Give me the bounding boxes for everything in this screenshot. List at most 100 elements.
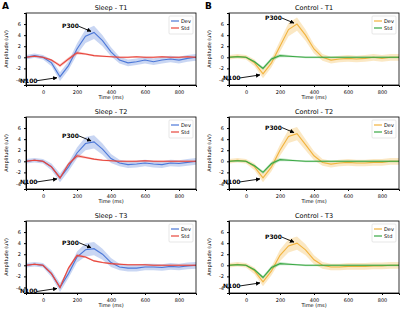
tick-label: -2 [219, 273, 224, 279]
x-axis-title: Time (ms) [97, 198, 123, 204]
legend-swatch [171, 235, 179, 236]
annotation-arrow [240, 179, 260, 182]
tick: 800 [175, 293, 185, 303]
axis-line [230, 86, 400, 88]
legend-label: Std [181, 25, 189, 31]
tick-label: 200 [276, 297, 286, 303]
frame [26, 13, 196, 85]
tick-label: 4 [18, 32, 21, 38]
tick-label: 4 [221, 136, 224, 142]
tick-label: -2 [16, 65, 21, 71]
series-line [229, 243, 399, 282]
frame [26, 117, 196, 189]
tick: 0 [18, 262, 26, 268]
tick: 4 [221, 136, 229, 142]
tick: 2 [18, 251, 26, 257]
tick: 0 [42, 293, 45, 303]
panel: 0200400600800-4-20246Sleep - T2Time (ms)… [3, 108, 197, 204]
panel: 0200400600800-4-20246Control - T3Time (m… [206, 212, 400, 308]
series-line [26, 255, 196, 287]
tick-label: 800 [378, 193, 388, 199]
tick: 6 [221, 125, 229, 131]
panel: 0200400600800-4-20246Sleep - T3Time (ms)… [3, 212, 197, 308]
tick: 600 [344, 85, 354, 95]
tick: -2 [219, 169, 229, 175]
panel: 0200400600800-4-20246Control - T1Time (m… [206, 4, 400, 100]
legend-swatch [374, 27, 382, 28]
tick: 0 [245, 85, 248, 95]
tick: 200 [73, 293, 83, 303]
plot-area [26, 135, 196, 182]
annotation-arrow [37, 288, 57, 291]
x-axis-title: Time (ms) [97, 94, 123, 100]
legend-box [372, 224, 396, 242]
frame [229, 221, 399, 293]
annotation: N100 [223, 282, 241, 289]
legend: DevStd [169, 224, 193, 242]
tick-label: 0 [221, 262, 224, 268]
annotation-arrow [79, 136, 91, 141]
y-axis-title: Amplitude (uV) [206, 238, 213, 276]
tick-label: 600 [141, 297, 151, 303]
tick-label: 0 [221, 54, 224, 60]
annotation-arrow [37, 179, 57, 182]
frame [229, 13, 399, 85]
tick: 0 [245, 189, 248, 199]
tick-label: 800 [175, 297, 185, 303]
axis-line [230, 190, 400, 192]
tick-label: 800 [175, 193, 185, 199]
tick-label: -2 [16, 273, 21, 279]
tick-label: 600 [141, 89, 151, 95]
annotation-arrow [282, 18, 294, 23]
x-axis-title: Time (ms) [97, 302, 123, 308]
tick-label: 0 [18, 262, 21, 268]
tick: -2 [16, 273, 26, 279]
tick-label: 4 [221, 32, 224, 38]
annotation: P300 [62, 132, 79, 139]
annotation: N100 [223, 74, 241, 81]
tick: 600 [141, 293, 151, 303]
error-band [229, 237, 399, 287]
error-band [229, 54, 399, 70]
tick-label: 0 [42, 193, 45, 199]
tick-label: 0 [245, 297, 248, 303]
tick-label: 0 [18, 158, 21, 164]
tick-label: 200 [73, 89, 83, 95]
error-band [26, 242, 196, 292]
legend-box [372, 120, 396, 138]
tick: 6 [18, 229, 26, 235]
tick-label: 600 [141, 193, 151, 199]
tick: 800 [378, 293, 388, 303]
tick-label: 6 [221, 229, 224, 235]
tick-label: 4 [18, 136, 21, 142]
tick-label: 6 [18, 125, 21, 131]
legend-swatch [171, 131, 179, 132]
legend-label: Dev [181, 122, 191, 128]
legend: DevStd [372, 224, 396, 242]
annotation: N100 [20, 77, 38, 84]
tick-label: 2 [18, 251, 21, 257]
y-axis-title: Amplitude (uV) [3, 238, 10, 276]
tick-label: 0 [42, 89, 45, 95]
tick: 4 [18, 240, 26, 246]
tick: 0 [42, 85, 45, 95]
annotation-arrow [282, 128, 294, 133]
tick: 800 [175, 189, 185, 199]
series-line [26, 32, 196, 76]
tick: 200 [73, 189, 83, 199]
tick-label: 200 [276, 193, 286, 199]
tick: 200 [73, 85, 83, 95]
tick-label: 4 [221, 240, 224, 246]
tick: 800 [378, 189, 388, 199]
y-axis-title: Amplitude (uV) [206, 30, 213, 68]
legend-swatch [374, 235, 382, 236]
tick: 0 [245, 293, 248, 303]
tick: 600 [141, 85, 151, 95]
tick-label: -2 [16, 169, 21, 175]
series-line [26, 249, 196, 288]
tick-label: 0 [245, 193, 248, 199]
plot-area [229, 237, 399, 287]
error-band [229, 158, 399, 174]
y-axis: -4-20246 [16, 222, 27, 294]
title: Control - T3 [295, 212, 333, 220]
